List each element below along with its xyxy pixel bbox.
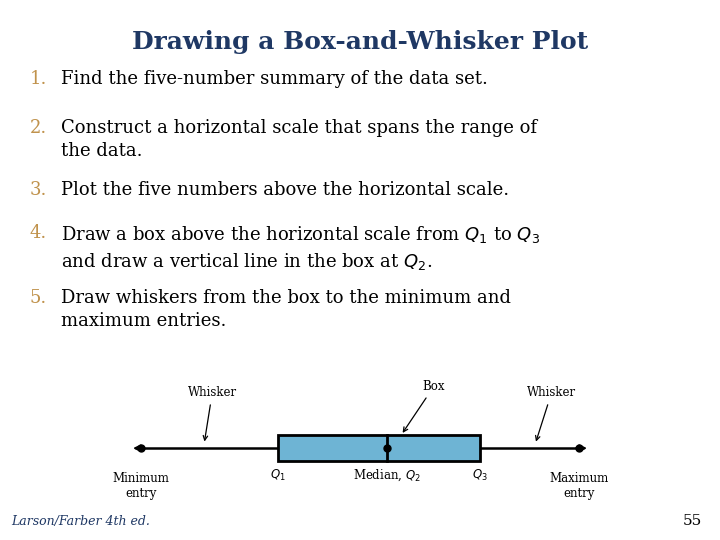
Text: Minimum
entry: Minimum entry	[113, 471, 169, 500]
Text: Drawing a Box-and-Whisker Plot: Drawing a Box-and-Whisker Plot	[132, 30, 588, 53]
Text: 1.: 1.	[30, 70, 47, 88]
Text: 2.: 2.	[30, 119, 47, 137]
Text: Construct a horizontal scale that spans the range of
the data.: Construct a horizontal scale that spans …	[61, 119, 537, 160]
Text: $Q_3$: $Q_3$	[472, 468, 488, 483]
Text: 4.: 4.	[30, 224, 47, 242]
Text: Median, $Q_2$: Median, $Q_2$	[354, 468, 421, 483]
Text: Draw a box above the horizontal scale from $Q_1$ to $Q_3$
and draw a vertical li: Draw a box above the horizontal scale fr…	[61, 224, 540, 272]
Text: Plot the five numbers above the horizontal scale.: Plot the five numbers above the horizont…	[61, 181, 509, 199]
Text: Draw whiskers from the box to the minimum and
maximum entries.: Draw whiskers from the box to the minimu…	[61, 289, 511, 330]
Text: Larson/Farber 4th ed.: Larson/Farber 4th ed.	[11, 515, 150, 528]
Text: $Q_1$: $Q_1$	[270, 468, 286, 483]
Text: Maximum
entry: Maximum entry	[549, 471, 608, 500]
Text: Find the five-number summary of the data set.: Find the five-number summary of the data…	[61, 70, 488, 88]
Text: Box: Box	[403, 380, 445, 432]
Text: Whisker: Whisker	[527, 386, 576, 440]
Bar	[278, 435, 480, 461]
Text: 55: 55	[683, 514, 702, 528]
Text: 3.: 3.	[30, 181, 47, 199]
Text: Whisker: Whisker	[188, 386, 237, 440]
Text: 5.: 5.	[30, 289, 47, 307]
